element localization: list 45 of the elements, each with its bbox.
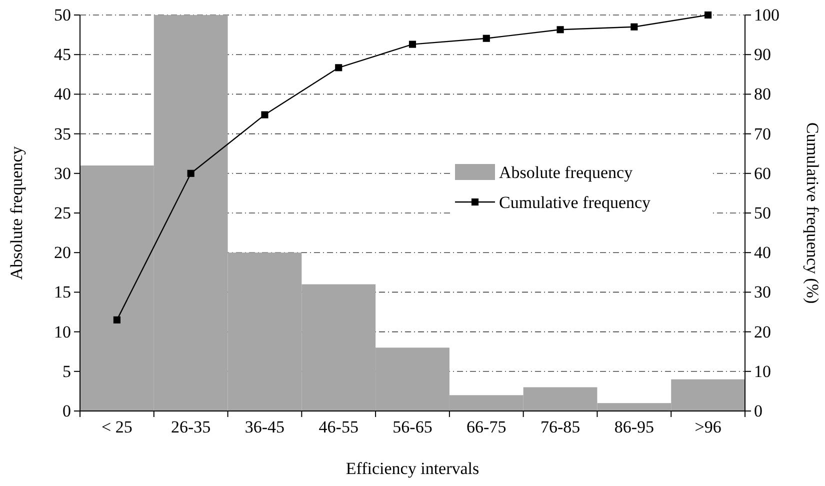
y2-tick-label: 20 [754,322,771,342]
legend-label: Absolute frequency [499,162,634,182]
x-tick-label: 46-55 [318,418,358,437]
y-tick-label: 50 [54,5,71,24]
point [113,316,120,324]
point [261,111,268,118]
y2-tick-label: 90 [754,45,771,64]
y2-tick-label: 0 [754,401,762,420]
point [556,26,564,34]
x-tick-label: 66-75 [466,418,506,437]
y-tick-label: 20 [54,243,71,262]
y-tick-label: 40 [54,84,71,104]
x-tick-label: 76-85 [540,418,580,437]
x-tick-label: 56-65 [392,418,432,437]
y2-tick-label: 40 [754,243,771,262]
y2-tick-label: 30 [754,282,771,302]
y2-tick-label: 100 [754,5,780,24]
y-axis-title: Absolute frequency [7,146,26,280]
y-tick-label: 25 [54,203,71,222]
y-tick-label: 15 [54,282,71,302]
y-tick-label: 35 [54,124,71,144]
y-tick-label: 45 [54,45,71,64]
y2-tick-label: 50 [754,203,771,222]
legend-label: Cumulative frequency [499,192,652,212]
point [187,170,194,177]
x-tick-label: 26-35 [170,418,211,437]
y-tick-label: 0 [62,401,71,420]
y2-tick-label: 80 [754,84,771,104]
y-tick-label: 10 [54,322,71,342]
point [630,23,638,30]
y2-tick-label: 10 [754,362,771,381]
x-tick-label: 36-45 [244,418,285,437]
point [335,64,342,72]
x-tick-label: 86-95 [614,418,654,437]
point [408,40,416,48]
x-axis-title: Efficiency intervals [346,459,480,478]
y-tick-label: 30 [54,164,71,183]
y2-tick-label: 70 [754,124,771,144]
y2-tick-label: 60 [754,164,771,183]
x-tick-label: < 25 [102,418,132,437]
y2-axis-title: Cumulative frequency (%) [803,122,822,304]
point [482,34,490,42]
y-tick-label: 5 [62,362,71,381]
point [704,11,712,19]
x-tick-label: >96 [694,418,722,437]
